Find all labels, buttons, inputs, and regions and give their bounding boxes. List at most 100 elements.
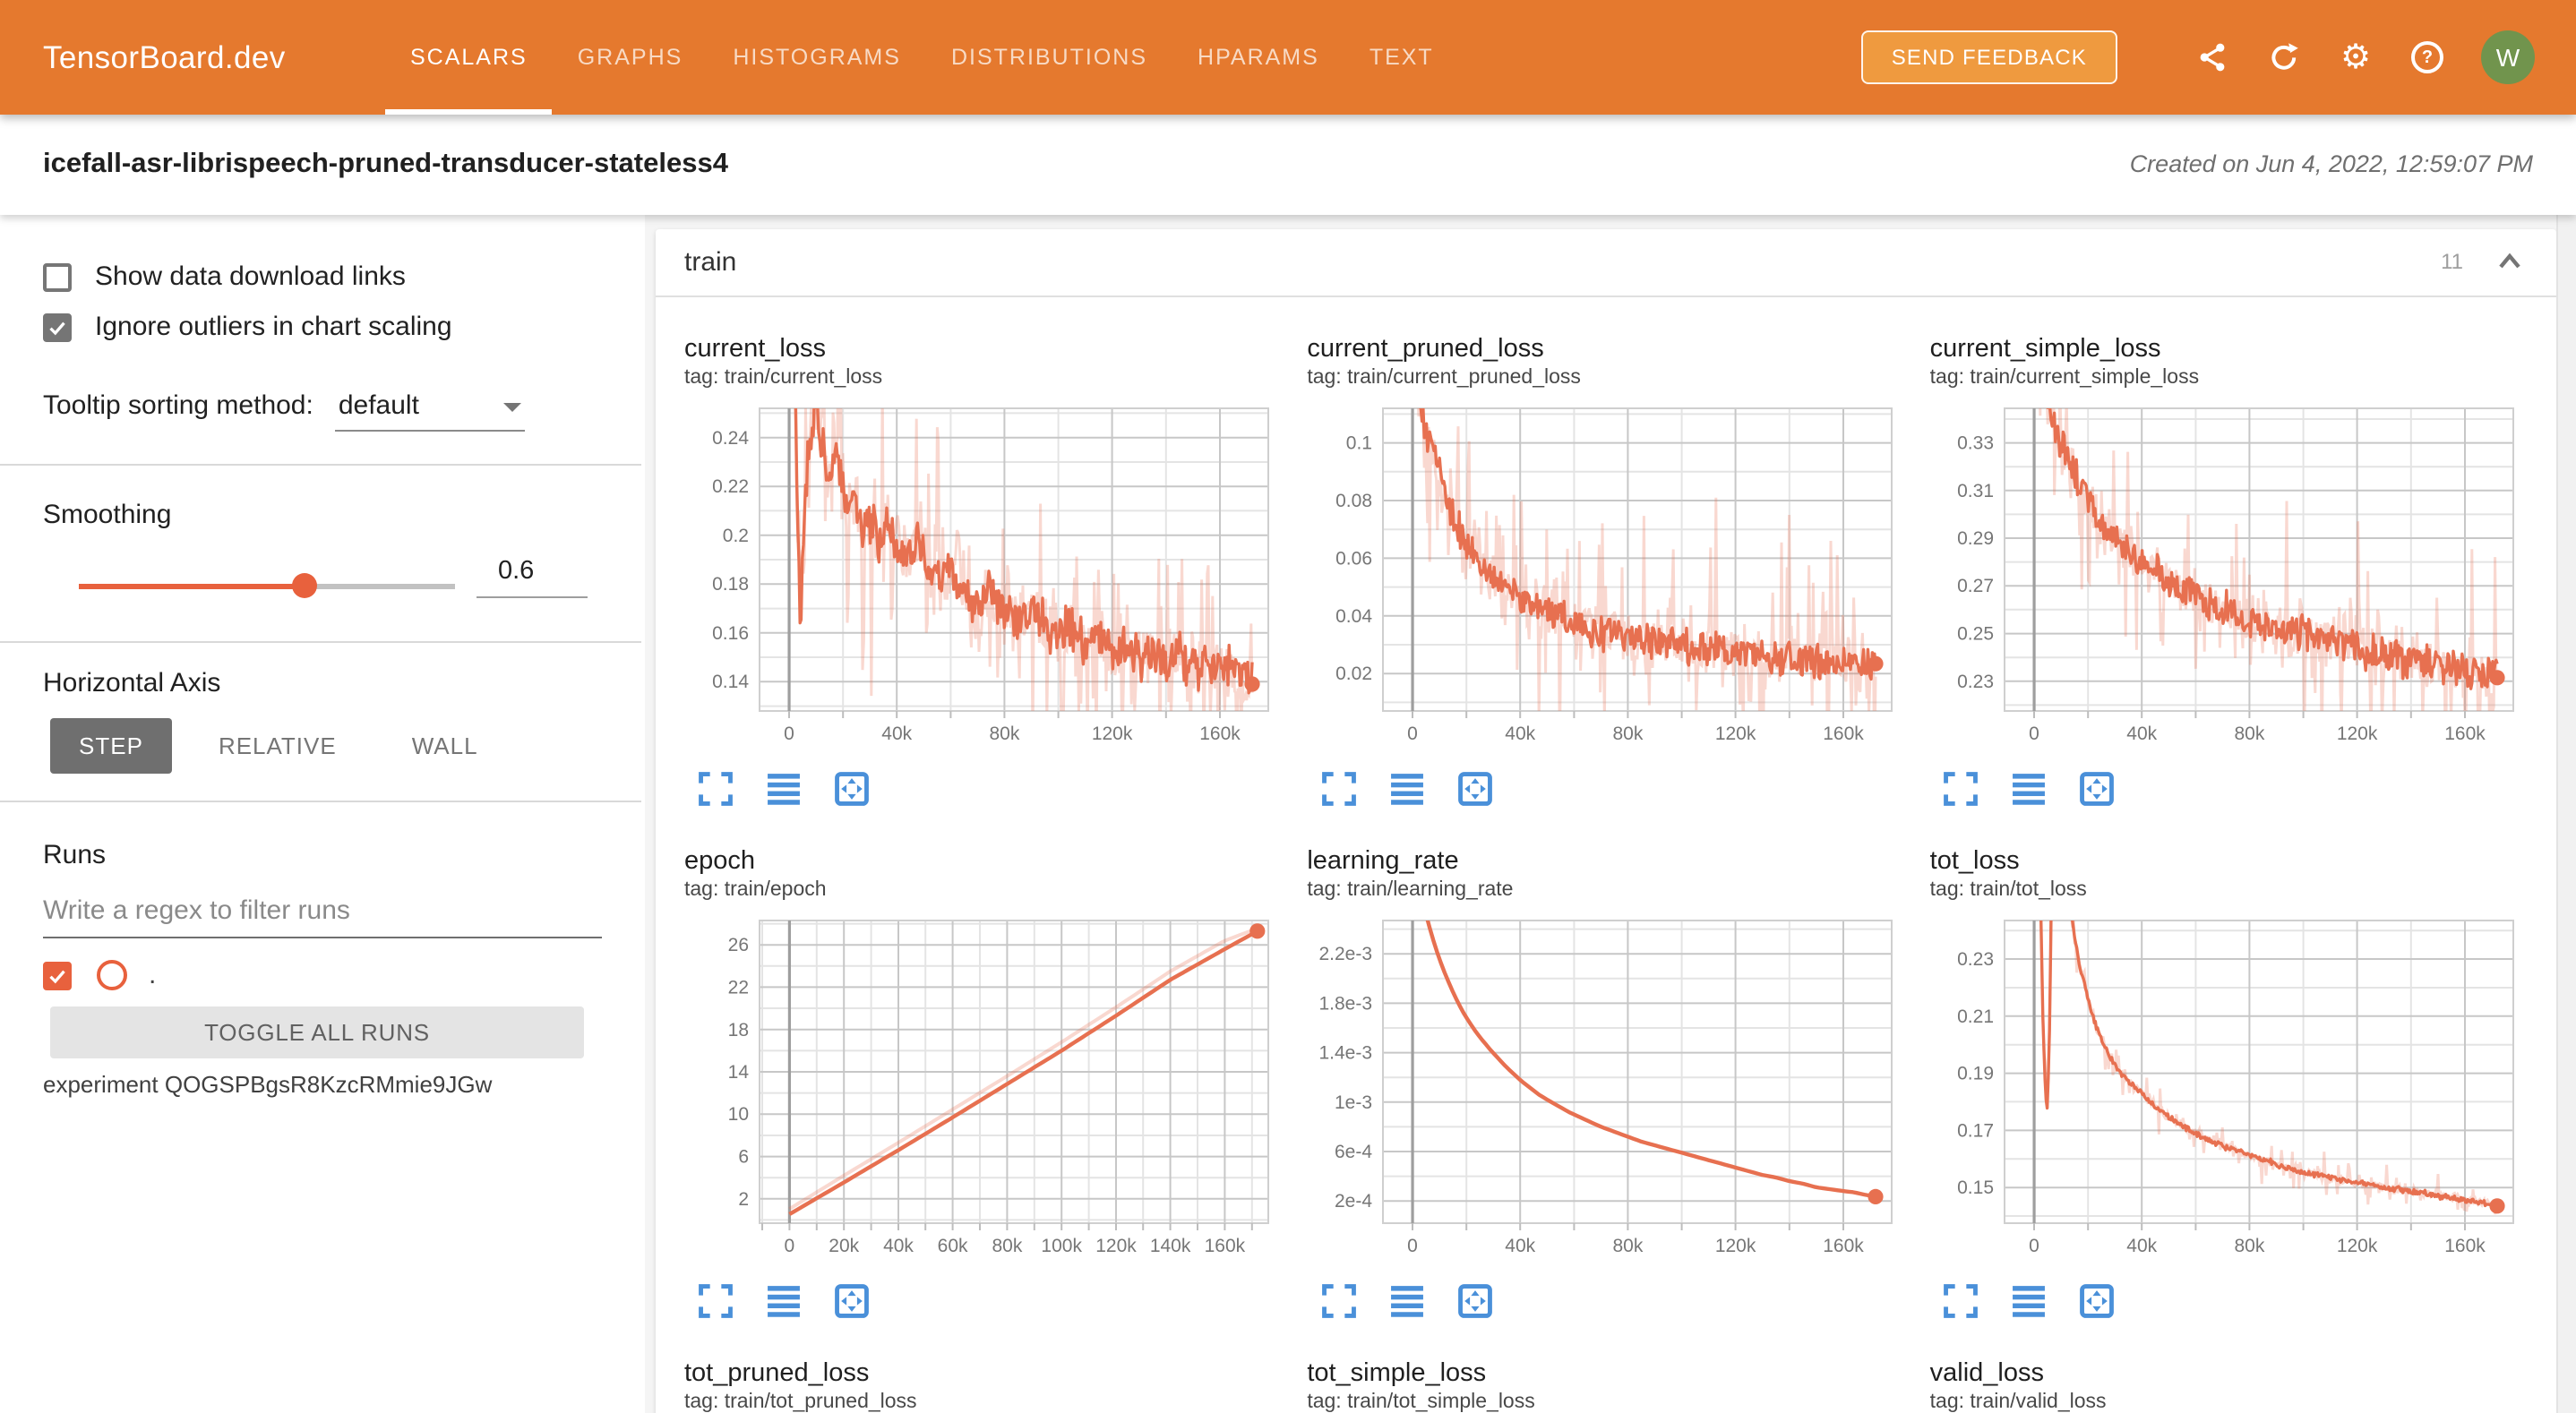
axis-relative-button[interactable]: RELATIVE <box>218 732 337 759</box>
data-table-icon[interactable] <box>2013 771 2047 805</box>
svg-text:0.08: 0.08 <box>1335 491 1371 511</box>
show-download-links-row[interactable]: Show data download links <box>43 261 406 292</box>
tab-hparams[interactable]: HPARAMS <box>1198 45 1319 70</box>
maximize-chart-icon[interactable] <box>1321 771 1356 805</box>
chart-card: tot_pruned_loss tag: train/tot_pruned_lo… <box>684 1357 1285 1413</box>
svg-text:14: 14 <box>728 1062 750 1083</box>
svg-text:80k: 80k <box>2235 1236 2265 1256</box>
charts-grid: current_loss tag: train/current_loss 0.1… <box>656 297 2556 1413</box>
svg-text:0.04: 0.04 <box>1335 606 1371 627</box>
smoothing-slider[interactable] <box>79 573 455 598</box>
maximize-chart-icon[interactable] <box>699 771 733 805</box>
tab-histograms[interactable]: HISTOGRAMS <box>733 45 901 70</box>
tab-text[interactable]: TEXT <box>1369 45 1434 70</box>
settings-icon[interactable]: ⚙ <box>2340 37 2372 76</box>
svg-text:160k: 160k <box>1205 1236 1246 1256</box>
svg-text:120k: 120k <box>1714 724 1756 744</box>
data-table-icon[interactable] <box>767 1283 801 1317</box>
chart-plot: 0.23 0.25 0.27 0.29 0.31 0.33 0 40k 80k 120k 160k <box>1958 407 2515 744</box>
chart-title: current_simple_loss <box>1929 335 2161 364</box>
svg-text:0: 0 <box>2030 1236 2040 1256</box>
app-logo: TensorBoard.dev <box>43 39 286 75</box>
help-icon[interactable]: ? <box>2411 41 2443 73</box>
chart-actions <box>684 766 1285 809</box>
svg-text:40k: 40k <box>883 1236 914 1256</box>
svg-text:120k: 120k <box>1092 724 1133 744</box>
chart-plot: 0.02 0.04 0.06 0.08 0.1 0 40k 80k 120k 160k <box>1335 407 1893 744</box>
svg-text:160k: 160k <box>2445 1236 2486 1256</box>
ignore-outliers-checkbox[interactable] <box>43 313 72 341</box>
data-table-icon[interactable] <box>1389 1283 1423 1317</box>
chart-card: tot_loss tag: train/tot_loss 0.15 0.17 0.1… <box>1930 845 2531 1322</box>
nav-tabs: SCALARS GRAPHS HISTOGRAMS DISTRIBUTIONS … <box>385 0 1459 115</box>
horizontal-axis-buttons: STEP RELATIVE WALL <box>50 718 507 774</box>
svg-text:80k: 80k <box>992 1236 1022 1256</box>
svg-text:0.14: 0.14 <box>712 672 749 692</box>
fit-domain-icon[interactable] <box>835 771 869 805</box>
svg-text:22: 22 <box>728 977 749 998</box>
svg-text:26: 26 <box>728 935 749 955</box>
maximize-chart-icon[interactable] <box>1944 771 1979 805</box>
chart-card: current_pruned_loss tag: train/current_p… <box>1307 333 1908 809</box>
fit-domain-icon[interactable] <box>1457 771 1492 805</box>
data-table-icon[interactable] <box>1389 771 1423 805</box>
tab-distributions[interactable]: DISTRIBUTIONS <box>950 45 1148 70</box>
chart-title: current_pruned_loss <box>1307 335 1544 364</box>
run-checkbox[interactable] <box>43 961 72 989</box>
chart-actions <box>1307 1279 1908 1322</box>
data-table-icon[interactable] <box>767 771 801 805</box>
maximize-chart-icon[interactable] <box>699 1283 733 1317</box>
svg-text:120k: 120k <box>2337 1236 2378 1256</box>
refresh-icon[interactable] <box>2268 41 2300 73</box>
data-table-icon[interactable] <box>2013 1283 2047 1317</box>
chart-tag: tag: train/current_loss <box>684 367 883 389</box>
toggle-all-runs-button[interactable]: TOGGLE ALL RUNS <box>50 1006 584 1058</box>
svg-text:0.24: 0.24 <box>712 428 749 449</box>
axis-step-button[interactable]: STEP <box>50 718 172 774</box>
smoothing-slider-handle[interactable] <box>292 573 317 598</box>
chart-card: epoch tag: train/epoch 2 6 10 14 18 22 26 0 20k 4… <box>684 845 1285 1322</box>
horizontal-axis-label: Horizontal Axis <box>43 668 221 698</box>
fit-domain-icon[interactable] <box>2080 771 2115 805</box>
svg-text:160k: 160k <box>2445 724 2486 744</box>
svg-text:160k: 160k <box>1823 1236 1864 1256</box>
runs-filter-input[interactable] <box>43 892 602 938</box>
app-header: TensorBoard.dev SCALARS GRAPHS HISTOGRAM… <box>0 0 2576 115</box>
avatar[interactable]: W <box>2481 30 2535 84</box>
fit-domain-icon[interactable] <box>1457 1283 1492 1317</box>
svg-text:0.33: 0.33 <box>1958 433 1995 454</box>
tab-scalars[interactable]: SCALARS <box>385 0 554 115</box>
experiment-title: icefall-asr-librispeech-pruned-transduce… <box>43 149 728 179</box>
scrollbar[interactable] <box>2556 215 2576 1413</box>
fit-domain-icon[interactable] <box>2080 1283 2115 1317</box>
tooltip-sorting-label: Tooltip sorting method: <box>43 390 313 421</box>
chart-tag: tag: train/tot_pruned_loss <box>684 1392 917 1413</box>
train-section-header[interactable]: train 11 <box>656 229 2556 297</box>
show-download-links-checkbox[interactable] <box>43 262 72 291</box>
share-icon[interactable] <box>2196 41 2228 73</box>
svg-text:18: 18 <box>728 1020 749 1040</box>
svg-text:40k: 40k <box>881 724 912 744</box>
svg-text:0.31: 0.31 <box>1958 481 1995 501</box>
maximize-chart-icon[interactable] <box>1321 1283 1356 1317</box>
run-row: . <box>43 960 156 990</box>
smoothing-value-input[interactable]: 0.6 <box>477 557 588 598</box>
svg-text:120k: 120k <box>1095 1236 1137 1256</box>
svg-text:0.17: 0.17 <box>1958 1120 1995 1141</box>
chart-title: current_loss <box>684 335 826 364</box>
experiment-id-label: experiment QOGSPBgsR8KzcRMmie9JGw <box>43 1071 493 1098</box>
axis-wall-button[interactable]: WALL <box>411 732 478 759</box>
chevron-up-icon[interactable] <box>2492 244 2528 279</box>
svg-text:40k: 40k <box>1505 724 1535 744</box>
send-feedback-button[interactable]: SEND FEEDBACK <box>1860 30 2117 84</box>
chart-title: tot_pruned_loss <box>684 1359 870 1388</box>
svg-text:160k: 160k <box>1199 724 1241 744</box>
svg-text:10: 10 <box>728 1104 749 1125</box>
show-download-links-label: Show data download links <box>95 261 406 292</box>
tooltip-sorting-select[interactable]: default <box>334 390 525 432</box>
tab-graphs[interactable]: GRAPHS <box>577 45 683 70</box>
ignore-outliers-row[interactable]: Ignore outliers in chart scaling <box>43 312 452 342</box>
maximize-chart-icon[interactable] <box>1944 1283 1979 1317</box>
fit-domain-icon[interactable] <box>835 1283 869 1317</box>
